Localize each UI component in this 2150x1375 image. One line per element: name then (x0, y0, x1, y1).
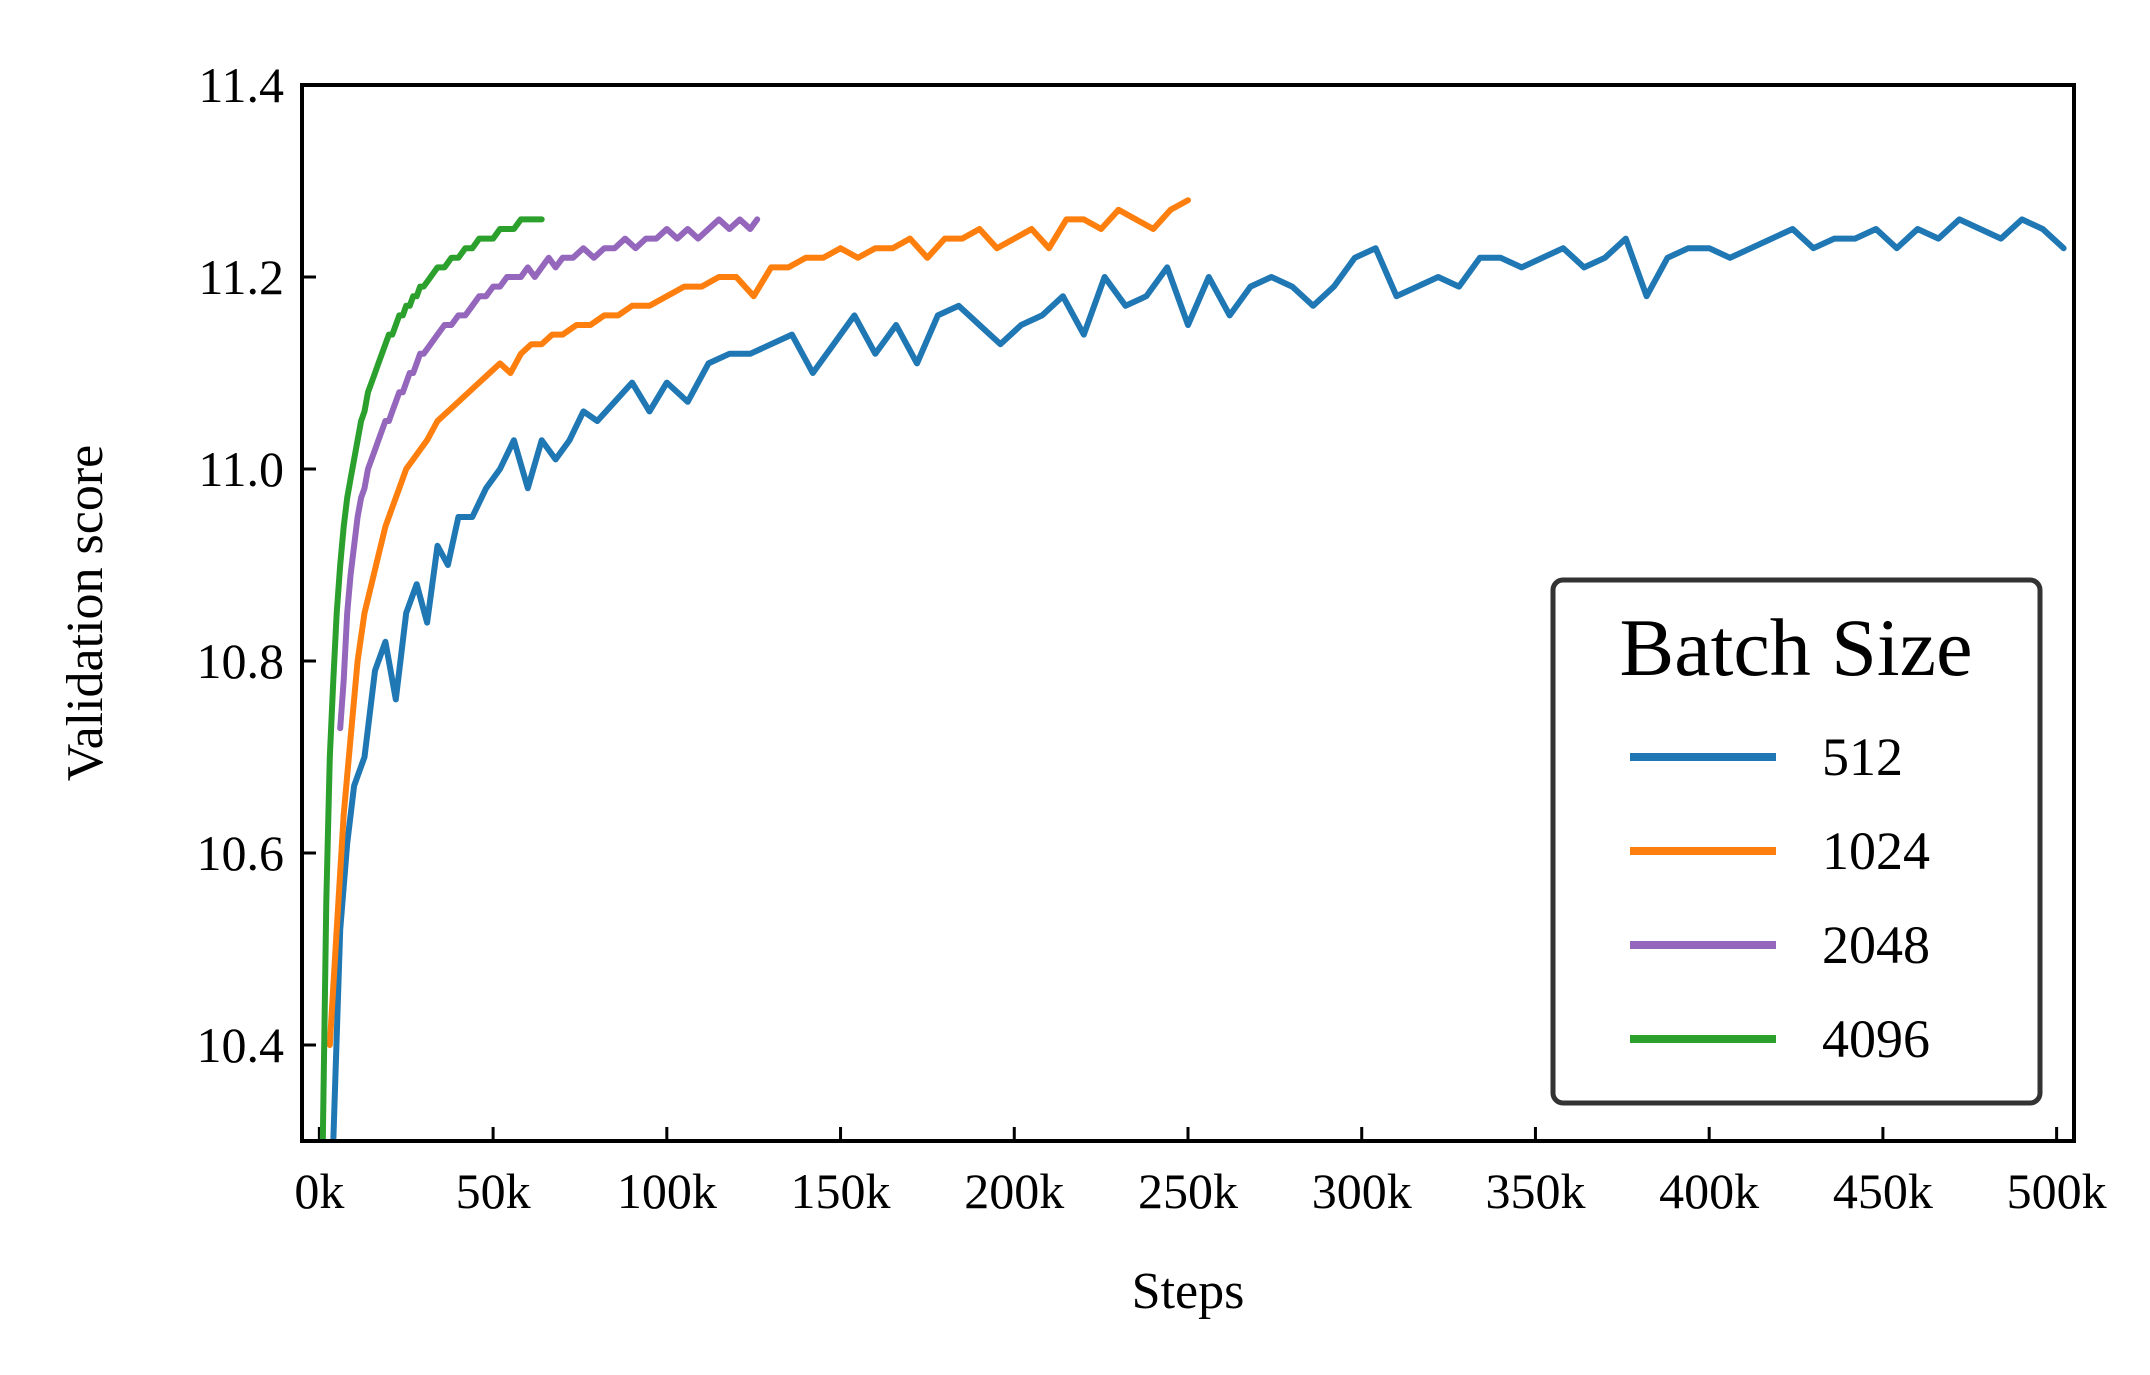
y-axis-label: Validation score (57, 445, 114, 781)
legend-box (1550, 577, 2043, 1106)
y-tick-label: 11.0 (198, 441, 284, 497)
x-axis-label: Steps (1132, 1263, 1245, 1320)
legend: Batch Size 512 1024 2048 4096 (1550, 577, 2043, 1106)
plot-frame (300, 83, 2076, 1143)
x-axis-ticks: 0k 50k 100k 150k 200k 250k 300k 350k 400k 450k 500… (294, 1127, 2107, 1219)
y-axis-ticks: 10.4 10.6 10.8 11.0 11.2 11.4 (197, 57, 316, 1073)
y-tick-label: 11.2 (198, 249, 284, 305)
series-layer (319, 197, 2067, 1141)
y-tick-label: 10.4 (197, 1017, 285, 1073)
x-tick-label: 150k (791, 1163, 891, 1219)
x-tick-label: 450k (1833, 1163, 1933, 1219)
legend-label-512: 512 (1822, 727, 1903, 787)
y-tick-label: 10.8 (197, 633, 285, 689)
series-line-4096 (319, 216, 545, 1141)
x-tick-label: 500k (2007, 1163, 2107, 1219)
x-tick-label: 50k (456, 1163, 531, 1219)
legend-entries: 512 1024 2048 4096 (1630, 727, 1930, 1069)
y-tick-label: 11.4 (198, 57, 284, 113)
x-tick-label: 300k (1312, 1163, 1412, 1219)
x-tick-label: 100k (617, 1163, 717, 1219)
x-tick-label: 0k (294, 1163, 344, 1219)
legend-label-1024: 1024 (1822, 821, 1930, 881)
legend-label-2048: 2048 (1822, 915, 1930, 975)
x-tick-label: 400k (1659, 1163, 1759, 1219)
series-line-2048 (337, 216, 761, 732)
y-tick-label: 10.6 (197, 825, 285, 881)
legend-title: Batch Size (1620, 602, 1973, 693)
legend-label-4096: 4096 (1822, 1009, 1930, 1069)
x-tick-label: 350k (1485, 1163, 1585, 1219)
series-line-512 (330, 216, 2067, 1141)
x-tick-label: 200k (964, 1163, 1064, 1219)
x-tick-label: 250k (1138, 1163, 1238, 1219)
series-line-1024 (326, 197, 1191, 1048)
